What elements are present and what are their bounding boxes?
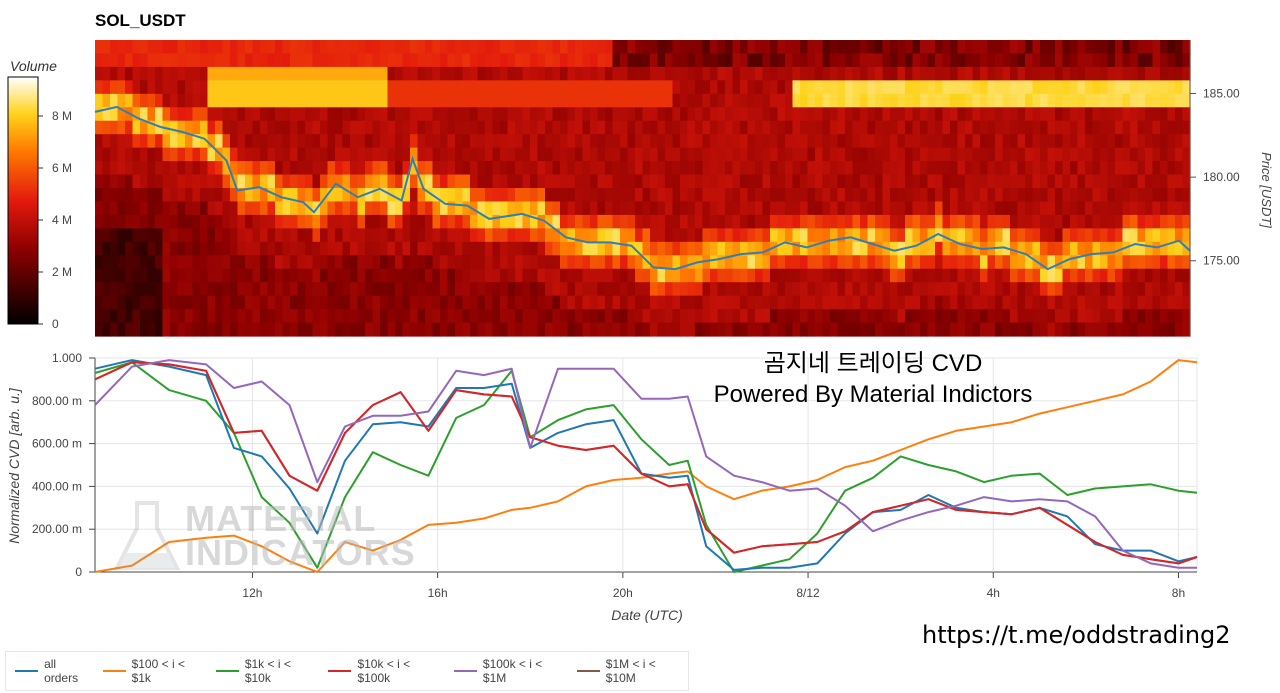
x-tick-label: 8h	[1172, 586, 1185, 600]
colorbar	[7, 76, 39, 325]
legend-swatch	[576, 670, 600, 672]
series-line-3	[94, 361, 1198, 565]
x-tick-label: 20h	[613, 586, 633, 600]
price-tick-label: 185.00	[1203, 87, 1240, 101]
cvd-lines	[94, 359, 1198, 573]
legend-swatch	[453, 670, 477, 672]
legend-swatch	[215, 670, 239, 672]
legend-label: $10k < i < $100k	[357, 657, 411, 685]
watermark-text: MATERIAL INDICATORS	[185, 498, 416, 573]
telegram-link[interactable]: https://t.me/oddstrading2	[922, 621, 1231, 649]
heatmap-cells	[95, 40, 1191, 337]
legend-item[interactable]: all orders	[15, 657, 92, 685]
legend-item[interactable]: $1M < i < $10M	[576, 657, 686, 685]
legend-swatch	[15, 670, 39, 672]
legend-swatch	[102, 670, 126, 672]
chart-title: SOL_USDT	[95, 11, 186, 30]
colorbar-tick-label: 2 M	[52, 265, 72, 279]
legend-item[interactable]: $100k < i < $1M	[453, 657, 566, 685]
cvd-grid	[94, 357, 1198, 573]
price-tick-label: 175.00	[1203, 254, 1240, 268]
overlay-line-1: 곰지네 트레이딩 CVD	[763, 350, 983, 377]
y-tick-label: 200.00 m	[32, 522, 82, 536]
legend-item[interactable]: $100 < i < $1k	[102, 657, 205, 685]
legend-label: $1k < i < $10k	[244, 657, 291, 685]
y-tick-label: 400.00 m	[32, 479, 82, 493]
price-axis-label: Price [USDT]	[1259, 152, 1274, 228]
legend-swatch	[328, 670, 352, 672]
y-tick-label: 600.00 m	[32, 437, 82, 451]
x-tick-label: 4h	[987, 586, 1000, 600]
x-axis-label: Date (UTC)	[611, 607, 683, 623]
y-tick-label: 0	[75, 565, 82, 579]
series-line-2	[94, 361, 1198, 573]
cvd-y-ticks: 0 200.00 m 400.00 m 600.00 m 800.00 m 1.000	[32, 351, 95, 579]
heatmap-panel[interactable]: 175.00 180.00 185.00 Price [USDT] Volume 0…	[0, 0, 1280, 345]
colorbar-label: Volume	[10, 58, 57, 74]
x-tick-label: 8/12	[796, 586, 820, 600]
legend-item[interactable]: $10k < i < $100k	[328, 657, 442, 685]
overlay-line-2: Powered By Material Indictors	[713, 381, 1033, 408]
legend-label: $100 < i < $1k	[131, 657, 185, 685]
legend-label: all orders	[44, 657, 79, 685]
watermark-flask-icon	[113, 501, 181, 570]
y-tick-label: 1.000	[52, 351, 82, 365]
colorbar-tick-label: 6 M	[52, 161, 72, 175]
series-line-4	[94, 359, 1197, 569]
legend-label: $1M < i < $10M	[605, 657, 656, 685]
y-axis-label: Normalized CVD [arb. u.]	[6, 387, 22, 544]
cvd-panel[interactable]: 0 200.00 m 400.00 m 600.00 m 800.00 m 1.000 1…	[0, 0, 1280, 640]
colorbar-tick-label: 4 M	[52, 213, 72, 227]
y-tick-label: 800.00 m	[32, 394, 82, 408]
legend: all orders $100 < i < $1k $1k < i < $10k $1…	[5, 651, 689, 691]
price-axis-ticks: 175.00 180.00 185.00	[1190, 87, 1240, 268]
legend-item[interactable]: $1k < i < $10k	[215, 657, 318, 685]
colorbar-ticks: 0 2 M 4 M 6 M 8 M	[38, 109, 72, 331]
x-tick-label: 16h	[428, 586, 448, 600]
price-line	[94, 105, 1191, 271]
colorbar-tick-label: 8 M	[52, 109, 72, 123]
colorbar-tick-label: 0	[52, 317, 59, 331]
x-tick-label: 12h	[242, 586, 262, 600]
legend-label: $100k < i < $1M	[482, 657, 543, 685]
series-line-1	[94, 359, 1198, 573]
cvd-x-ticks: 12h 16h 20h 8/12 4h 8h	[242, 572, 1185, 600]
price-tick-label: 180.00	[1203, 170, 1240, 184]
overlay-caption: 곰지네 트레이딩 CVD Powered By Material Indicto…	[680, 348, 1066, 410]
